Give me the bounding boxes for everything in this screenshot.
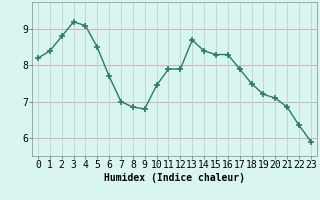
X-axis label: Humidex (Indice chaleur): Humidex (Indice chaleur) xyxy=(104,173,245,183)
